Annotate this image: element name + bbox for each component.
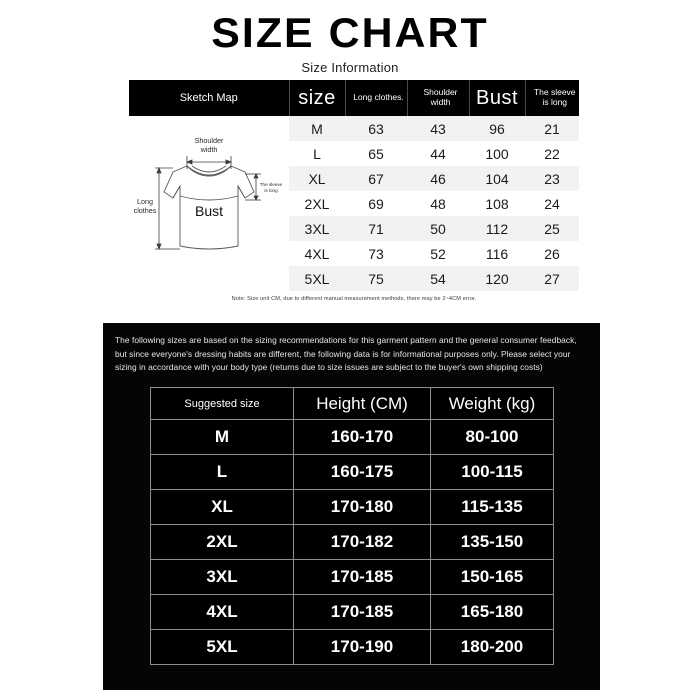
cell-suggested-size: 5XL bbox=[150, 629, 294, 665]
sketch-label-sleeve-line2: is long bbox=[264, 188, 278, 193]
cell-suggested-size: L bbox=[150, 454, 294, 490]
measurement-note: Note: Size unit CM, due to different man… bbox=[231, 296, 477, 302]
sketch-label-sleeve-line1: The sleeve bbox=[260, 182, 283, 187]
cell-weight: 115-135 bbox=[430, 489, 554, 525]
column-header-sketch-map: Sketch Map bbox=[129, 80, 290, 116]
table-row: 2XL 69 48 108 24 bbox=[129, 191, 579, 216]
cell-suggested-size: 3XL bbox=[150, 559, 294, 595]
table-row: 4XL 73 52 116 26 bbox=[129, 241, 579, 266]
cell-sleeve: 25 bbox=[525, 216, 579, 241]
table-row: 3XL 170-185 150-165 bbox=[150, 559, 554, 595]
column-header-long-clothes: Long clothes. bbox=[345, 80, 408, 116]
cell-height: 170-182 bbox=[293, 524, 431, 560]
cell-long-clothes: 67 bbox=[345, 166, 407, 191]
cell-sleeve: 26 bbox=[525, 241, 579, 266]
cell-bust: 116 bbox=[469, 241, 525, 266]
table-row: XL 170-180 115-135 bbox=[150, 489, 554, 525]
tshirt-sketch-svg: Shoulder width Long clothes bbox=[134, 136, 283, 251]
column-header-height: Height (CM) bbox=[293, 387, 431, 420]
cell-sleeve: 22 bbox=[525, 141, 579, 166]
cell-weight: 100-115 bbox=[430, 454, 554, 490]
cell-bust: 112 bbox=[469, 216, 525, 241]
cell-suggested-size: XL bbox=[150, 489, 294, 525]
table-row: 5XL 170-190 180-200 bbox=[150, 629, 554, 665]
cell-sleeve: 23 bbox=[525, 166, 579, 191]
cell-height: 170-185 bbox=[293, 559, 431, 595]
cell-long-clothes: 71 bbox=[345, 216, 407, 241]
column-header-shoulder-width: Shoulder width bbox=[407, 80, 470, 116]
table-row: L 160-175 100-115 bbox=[150, 454, 554, 490]
cell-weight: 180-200 bbox=[430, 629, 554, 665]
table-row: 4XL 170-185 165-180 bbox=[150, 594, 554, 630]
table-row: Shoulder width Long clothes bbox=[129, 116, 579, 291]
column-header-bust: Bust bbox=[469, 80, 526, 116]
cell-suggested-size: 2XL bbox=[150, 524, 294, 560]
cell-shoulder-width: 52 bbox=[407, 241, 469, 266]
cell-height: 170-185 bbox=[293, 594, 431, 630]
suggested-size-table: Suggested size Height (CM) Weight (kg) M… bbox=[150, 387, 554, 665]
table-row: XL 67 46 104 23 bbox=[129, 166, 579, 191]
column-header-suggested-size: Suggested size bbox=[150, 387, 294, 420]
cell-sleeve: 27 bbox=[525, 266, 579, 291]
sketch-label-shoulder-width-line2: width bbox=[200, 145, 218, 154]
column-header-size: size bbox=[289, 80, 346, 116]
cell-size: XL bbox=[289, 166, 345, 191]
cell-size: 2XL bbox=[289, 191, 345, 216]
table-row: M 160-170 80-100 bbox=[150, 419, 554, 455]
table-row: 2XL 170-182 135-150 bbox=[150, 524, 554, 560]
sketch-label-bust: Bust bbox=[195, 203, 223, 219]
cell-size: 4XL bbox=[289, 241, 345, 266]
table-row: L 65 44 100 22 bbox=[129, 141, 579, 166]
cell-bust: 100 bbox=[469, 141, 525, 166]
cell-size: 5XL bbox=[289, 266, 345, 291]
sizing-disclaimer-text: The following sizes are based on the siz… bbox=[115, 335, 577, 373]
measurement-table: Sketch Map size Long clothes. Shoulder w… bbox=[129, 80, 579, 291]
cell-size: M bbox=[289, 116, 345, 141]
cell-shoulder-width: 54 bbox=[407, 266, 469, 291]
cell-sleeve: 24 bbox=[525, 191, 579, 216]
cell-bust: 108 bbox=[469, 191, 525, 216]
cell-bust: 104 bbox=[469, 166, 525, 191]
cell-size: 3XL bbox=[289, 216, 345, 241]
cell-height: 160-170 bbox=[293, 419, 431, 455]
info-panel: The following sizes are based on the siz… bbox=[103, 323, 600, 690]
cell-shoulder-width: 43 bbox=[407, 116, 469, 141]
cell-bust: 120 bbox=[469, 266, 525, 291]
title-block: SIZE CHART Size Information bbox=[0, 9, 700, 76]
cell-shoulder-width: 46 bbox=[407, 166, 469, 191]
page-title: SIZE CHART bbox=[211, 9, 489, 56]
cell-shoulder-width: 50 bbox=[407, 216, 469, 241]
cell-height: 160-175 bbox=[293, 454, 431, 490]
cell-bust: 96 bbox=[469, 116, 525, 141]
page-subtitle: Size Information bbox=[301, 60, 399, 75]
cell-weight: 150-165 bbox=[430, 559, 554, 595]
sketch-label-long-clothes-line2: clothes bbox=[134, 206, 157, 215]
cell-weight: 80-100 bbox=[430, 419, 554, 455]
cell-shoulder-width: 44 bbox=[407, 141, 469, 166]
cell-shoulder-width: 48 bbox=[407, 191, 469, 216]
cell-long-clothes: 75 bbox=[345, 266, 407, 291]
cell-height: 170-190 bbox=[293, 629, 431, 665]
cell-sleeve: 21 bbox=[525, 116, 579, 141]
cell-long-clothes: 65 bbox=[345, 141, 407, 166]
sketch-map-cell: Shoulder width Long clothes bbox=[129, 116, 289, 291]
cell-suggested-size: M bbox=[150, 419, 294, 455]
sketch-label-shoulder-width-line1: Shoulder bbox=[195, 136, 224, 145]
table-row: 5XL 75 54 120 27 bbox=[129, 266, 579, 291]
cell-height: 170-180 bbox=[293, 489, 431, 525]
cell-size: L bbox=[289, 141, 345, 166]
table-row: 3XL 71 50 112 25 bbox=[129, 216, 579, 241]
cell-long-clothes: 69 bbox=[345, 191, 407, 216]
cell-long-clothes: 63 bbox=[345, 116, 407, 141]
cell-weight: 165-180 bbox=[430, 594, 554, 630]
cell-suggested-size: 4XL bbox=[150, 594, 294, 630]
measurement-table-header-row: Sketch Map size Long clothes. Shoulder w… bbox=[129, 80, 579, 116]
tshirt-sketch-diagram: Shoulder width Long clothes bbox=[129, 116, 289, 291]
suggested-table-header-row: Suggested size Height (CM) Weight (kg) bbox=[150, 387, 554, 420]
column-header-weight: Weight (kg) bbox=[430, 387, 554, 420]
cell-long-clothes: 73 bbox=[345, 241, 407, 266]
column-header-sleeve-length: The sleeve is long bbox=[525, 80, 579, 116]
sketch-label-long-clothes-line1: Long bbox=[137, 197, 153, 206]
cell-weight: 135-150 bbox=[430, 524, 554, 560]
